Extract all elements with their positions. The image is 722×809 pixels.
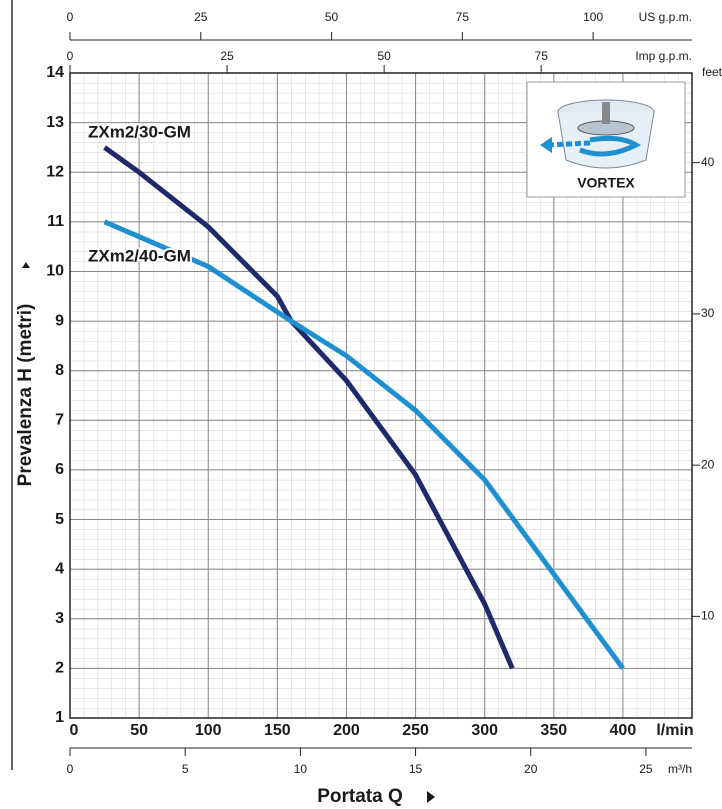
y-tick-label: 11	[47, 213, 64, 230]
x-tick-label: 200	[333, 722, 360, 739]
secondary-tick-label: 25	[194, 10, 208, 24]
vortex-inset: VORTEX	[526, 81, 686, 198]
axis-unit: US g.p.m.	[639, 10, 692, 24]
secondary-tick-label: 0	[67, 762, 74, 776]
y-tick-label: 7	[55, 412, 64, 429]
x-axis-title: Portata Q	[317, 786, 403, 807]
series-label: ZXm2/40-GM	[88, 246, 191, 265]
y-tick-label: 6	[55, 461, 64, 478]
secondary-tick-label: 20	[524, 762, 538, 776]
y-tick-label: 1	[55, 709, 64, 726]
secondary-tick-label: 5	[182, 762, 189, 776]
arrow	[427, 791, 435, 803]
secondary-tick-label: 100	[583, 10, 603, 24]
y-tick-label: 14	[46, 64, 64, 81]
secondary-tick-label: 75	[456, 10, 470, 24]
y-tick-label: 10	[46, 263, 64, 280]
x-tick-label: 150	[264, 722, 291, 739]
y-tick-label: 9	[55, 312, 64, 329]
x-tick-label: 300	[471, 722, 498, 739]
y-tick-label: 5	[55, 511, 64, 528]
x-tick-label: 50	[130, 722, 148, 739]
x-tick-label: 0	[70, 722, 79, 739]
secondary-tick-label: 0	[67, 10, 74, 24]
right-tick-label: 30	[701, 306, 715, 320]
x-tick-label: 400	[610, 722, 637, 739]
y-tick-label: 13	[46, 114, 64, 131]
right-tick-label: 10	[701, 609, 715, 623]
y-tick-label: 8	[55, 362, 64, 379]
axis-unit: Imp g.p.m.	[635, 49, 692, 63]
y-tick-label: 4	[55, 560, 64, 577]
secondary-tick-label: 0	[67, 49, 74, 63]
right-tick-label: 40	[701, 155, 715, 169]
arrow	[22, 262, 30, 268]
y-tick-label: 12	[46, 163, 64, 180]
secondary-tick-label: 25	[639, 762, 653, 776]
secondary-tick-label: 15	[409, 762, 423, 776]
axis-unit: feet	[702, 65, 722, 79]
y-tick-label: 3	[55, 610, 64, 627]
secondary-tick-label: 25	[220, 49, 234, 63]
x-tick-label: 100	[195, 722, 222, 739]
x-tick-label: 250	[402, 722, 429, 739]
right-tick-label: 20	[701, 457, 715, 471]
line	[103, 219, 625, 670]
y-axis-title: Prevalenza H (metri)	[15, 304, 36, 487]
secondary-tick-label: 50	[377, 49, 391, 63]
inset-label: VORTEX	[577, 175, 635, 191]
x-tick-label: 350	[540, 722, 567, 739]
secondary-tick-label: 50	[325, 10, 339, 24]
y-tick-label: 2	[55, 660, 64, 677]
series-label: ZXm2/30-GM	[88, 122, 191, 141]
secondary-tick-label: 10	[294, 762, 308, 776]
axis-unit: m³/h	[668, 762, 692, 776]
x-unit: l/min	[656, 722, 693, 739]
secondary-tick-label: 75	[535, 49, 549, 63]
